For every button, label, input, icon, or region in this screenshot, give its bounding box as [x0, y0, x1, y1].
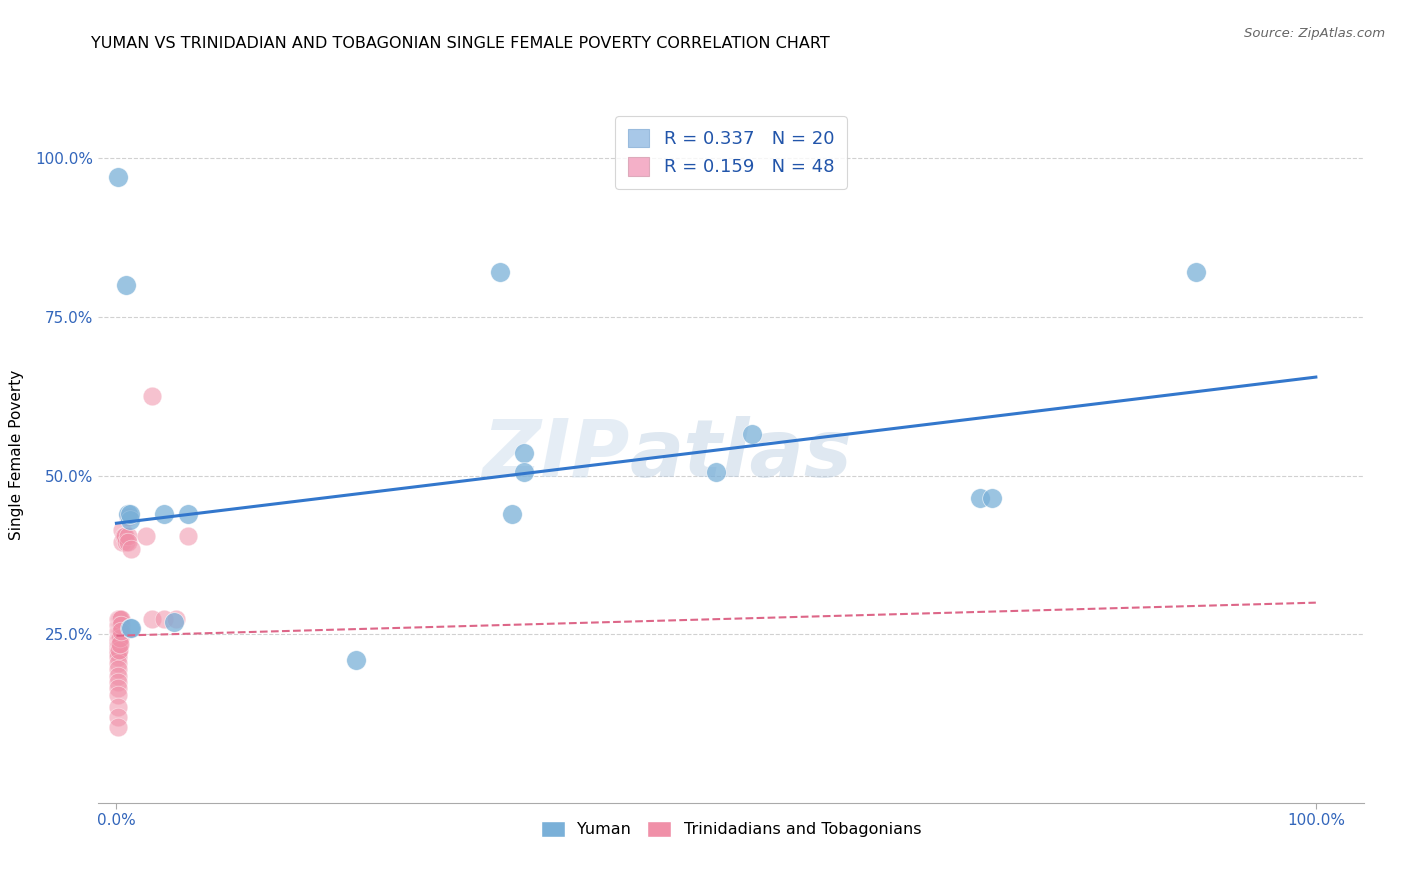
Point — [108, 637, 131, 651]
Text: YUMAN VS TRINIDADIAN AND TOBAGONIAN SINGLE FEMALE POVERTY CORRELATION CHART: YUMAN VS TRINIDADIAN AND TOBAGONIAN SING… — [91, 36, 830, 51]
Point — [141, 611, 163, 625]
Point — [177, 507, 200, 521]
Point — [141, 389, 163, 403]
Point — [107, 669, 129, 683]
Point — [107, 631, 129, 645]
Legend: Yuman, Trinidadians and Tobagonians: Yuman, Trinidadians and Tobagonians — [534, 814, 928, 844]
Point — [107, 720, 129, 734]
Point — [741, 427, 763, 442]
Point — [107, 662, 129, 676]
Point — [108, 631, 131, 645]
Point — [117, 529, 139, 543]
Point — [108, 624, 131, 639]
Point — [114, 529, 136, 543]
Point — [513, 446, 536, 460]
Point — [153, 611, 176, 625]
Point — [117, 509, 139, 524]
Point — [107, 633, 129, 648]
Point — [107, 637, 129, 651]
Point — [153, 507, 176, 521]
Point — [501, 507, 523, 521]
Point — [704, 466, 727, 480]
Point — [107, 688, 129, 702]
Text: Source: ZipAtlas.com: Source: ZipAtlas.com — [1244, 27, 1385, 40]
Point — [117, 535, 139, 549]
Point — [107, 710, 129, 724]
Point — [107, 656, 129, 670]
Point — [108, 631, 131, 645]
Point — [120, 541, 142, 556]
Point — [110, 624, 132, 639]
Point — [111, 523, 134, 537]
Point — [108, 618, 131, 632]
Point — [107, 647, 129, 661]
Point — [107, 169, 129, 184]
Point — [108, 611, 131, 625]
Point — [107, 611, 129, 625]
Point — [1185, 265, 1208, 279]
Point — [108, 643, 131, 657]
Point — [177, 529, 200, 543]
Point — [513, 466, 536, 480]
Point — [108, 618, 131, 632]
Text: ZIP: ZIP — [482, 416, 630, 494]
Point — [107, 681, 129, 696]
Point — [163, 615, 186, 629]
Point — [111, 535, 134, 549]
Point — [110, 611, 132, 625]
Point — [107, 675, 129, 690]
Point — [489, 265, 512, 279]
Point — [110, 618, 132, 632]
Point — [107, 640, 129, 654]
Point — [107, 618, 129, 632]
Point — [344, 653, 367, 667]
Point — [981, 491, 1004, 505]
Point — [107, 649, 129, 664]
Point — [108, 611, 131, 625]
Point — [117, 507, 139, 521]
Y-axis label: Single Female Poverty: Single Female Poverty — [10, 370, 24, 540]
Point — [969, 491, 991, 505]
Point — [108, 624, 131, 639]
Point — [108, 637, 131, 651]
Point — [107, 624, 129, 639]
Point — [107, 643, 129, 657]
Text: atlas: atlas — [630, 416, 852, 494]
Point — [120, 621, 142, 635]
Point — [107, 700, 129, 714]
Point — [115, 535, 138, 549]
Point — [165, 611, 187, 625]
Point — [115, 277, 138, 292]
Point — [112, 529, 135, 543]
Point — [118, 507, 141, 521]
Point — [118, 513, 141, 527]
Point — [118, 621, 141, 635]
Point — [135, 529, 157, 543]
